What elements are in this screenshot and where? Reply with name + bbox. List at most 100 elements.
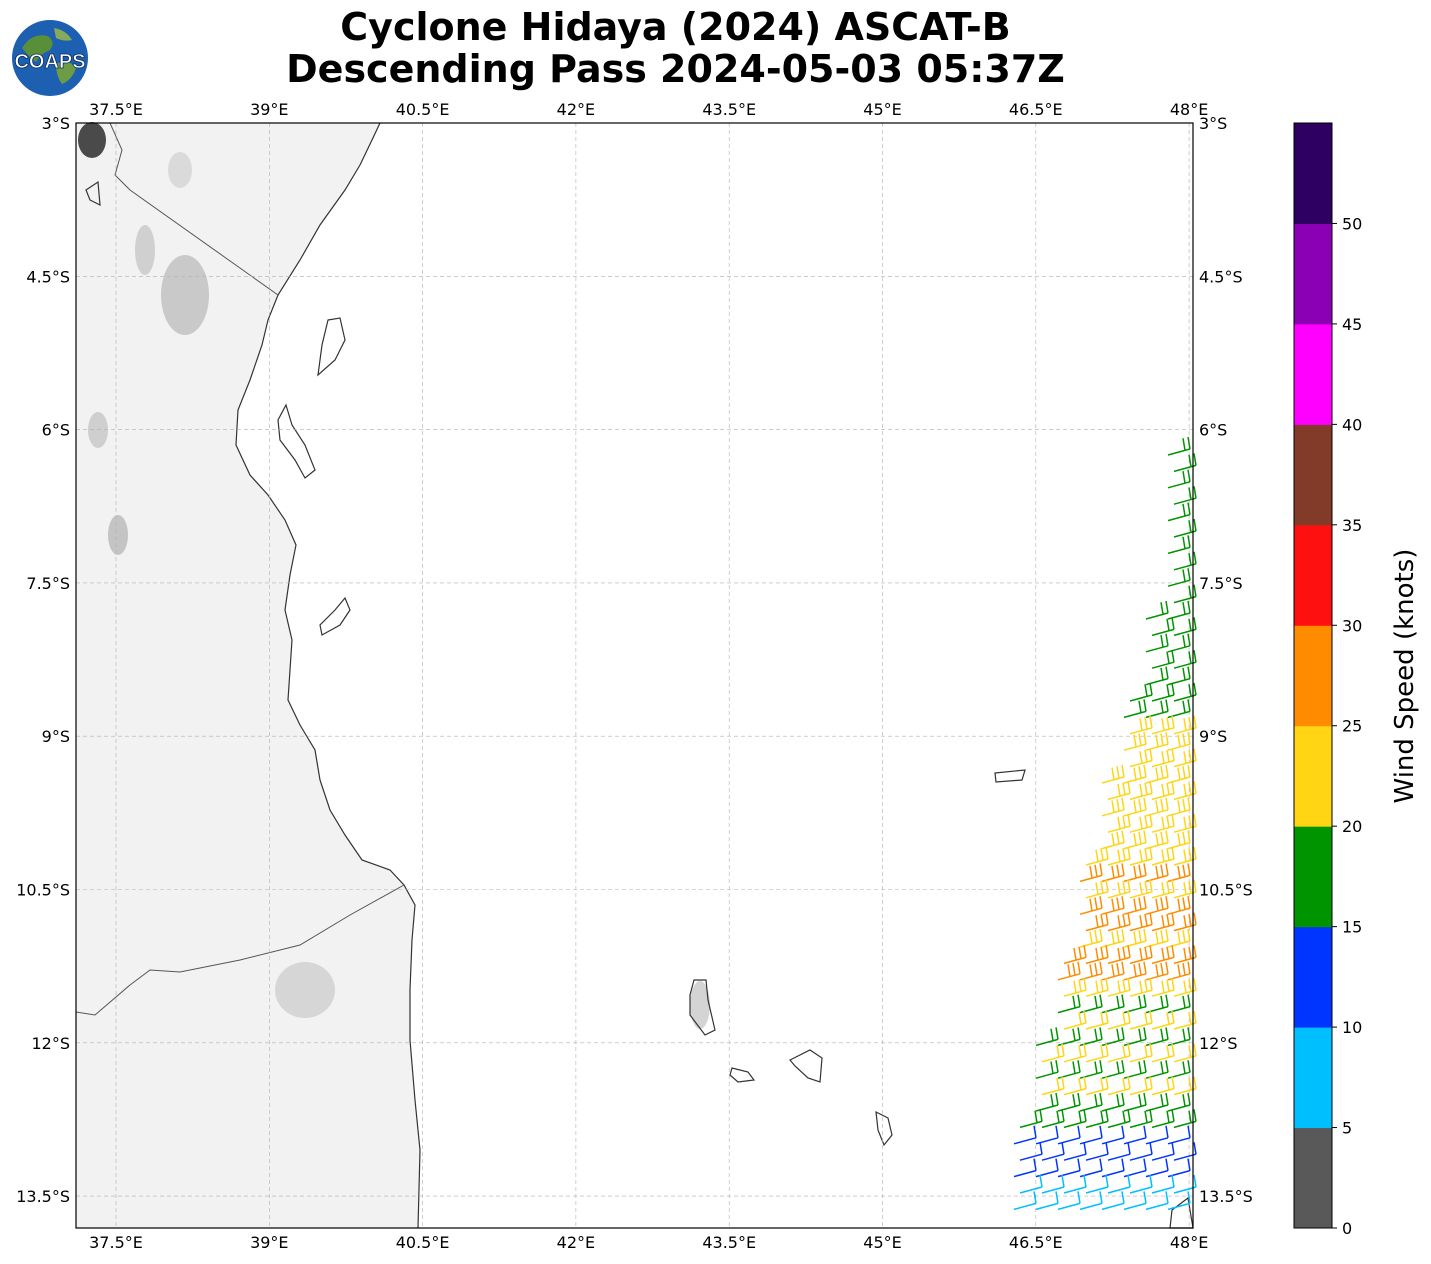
wind-barb [1173,617,1197,637]
lon-tick-label: 37.5°E [89,100,143,119]
wind-barb [1129,1076,1153,1096]
wind-barb [1079,1191,1103,1211]
colorbar-segment [1294,524,1332,626]
colorbar-tick-label: 25 [1342,717,1362,736]
wind-barb [1107,879,1131,899]
wind-barb [1085,1076,1109,1096]
colorbar-segment [1294,926,1332,1028]
wind-barb [1151,781,1175,801]
wind-barb [1173,715,1197,735]
lon-tick-label: 48°E [1170,1233,1208,1252]
zanzibar-island [277,403,316,479]
wind-barb [1129,748,1153,768]
logo-text: COAPS [14,51,85,73]
lon-tick-label: 42°E [557,1233,595,1252]
wind-barb [1173,453,1197,473]
wind-barb [1173,879,1197,899]
wind-barb [1173,1109,1197,1129]
lon-labels-top: 37.5°E 39°E 40.5°E 42°E 43.5°E 45°E 46.5°E 48°E [89,100,1208,119]
moheli [729,1067,756,1083]
wind-barb [1129,912,1153,932]
wind-barb [1123,1191,1147,1211]
wind-barb [1129,1174,1153,1194]
wind-barb [1041,1142,1065,1161]
coastline [85,122,1194,1229]
colorbar-segment [1294,725,1332,827]
colorbar-tick-label: 50 [1342,214,1362,233]
inland-lake [85,180,101,207]
lon-tick-label: 46.5°E [1009,100,1063,119]
wind-barb [1151,1076,1175,1096]
wind-barb [1041,1076,1065,1096]
wind-barb [1013,1158,1037,1178]
wind-barb [1057,1191,1081,1211]
colorbar-tick-label: 20 [1342,817,1362,836]
lon-tick-label: 46.5°E [1009,1233,1063,1252]
lat-tick-label: 12°S [1199,1034,1238,1053]
colorbar-segment [1294,625,1332,727]
colorbar-tick-label: 10 [1342,1018,1362,1037]
wind-barb [1151,748,1175,768]
wind-barb [1129,1142,1153,1161]
wind-barb [1101,797,1125,817]
map-frame [75,122,1194,1229]
wind-barb [1063,1076,1087,1096]
wind-barb [1129,879,1153,899]
wind-barb [1085,846,1109,866]
lon-tick-label: 43.5°E [702,1233,756,1252]
wind-barb [1173,1142,1197,1161]
colorbar-segment [1294,123,1332,224]
lon-tick-label: 45°E [863,100,901,119]
wind-barb [1151,1043,1175,1063]
wind-barb [1151,912,1175,932]
coaps-logo: COAPS [12,20,88,96]
wind-barb [1101,1191,1125,1211]
wind-barb [1013,1191,1037,1211]
wind-barb [1173,650,1197,669]
wind-barb [1151,978,1175,997]
wind-barb [1057,961,1081,981]
lon-tick-label: 42°E [557,100,595,119]
wind-barb [1151,715,1175,735]
wind-barb [1167,469,1191,489]
colorbar-segment [1294,1127,1332,1229]
wind-barb [1107,1043,1131,1063]
wind-barb [1173,781,1197,801]
wind-barb [1173,486,1197,505]
mayotte [875,1110,893,1147]
wind-barb [1129,781,1153,801]
lat-tick-label: 13.5°S [16,1187,70,1206]
colorbar-tick-label: 15 [1342,918,1362,937]
map-area: 37.5°E 39°E 40.5°E 42°E 43.5°E 45°E 46.5°E 48°E… [16,100,1253,1252]
wind-barb [1013,1125,1037,1145]
wind-barb [1167,436,1191,456]
wind-barb [1063,1174,1087,1194]
wind-barb [1085,1010,1109,1030]
wind-barbs [1013,436,1197,1211]
colorbar-tick-label: 0 [1342,1219,1352,1238]
wind-barb [1173,1076,1197,1096]
lat-tick-label: 3°S [1199,114,1227,133]
colorbar-tick-label: 35 [1342,516,1362,535]
wind-barb [1167,1191,1191,1211]
gridlines [76,123,1193,1228]
lon-tick-label: 48°E [1170,100,1208,119]
wind-barb [1151,682,1175,702]
lon-tick-label: 37.5°E [89,1233,143,1252]
lat-tick-label: 7.5°S [26,574,70,593]
lat-tick-label: 10.5°S [1199,881,1253,900]
colorbar-segment [1294,223,1332,325]
wind-barb [1107,912,1131,932]
wind-barb [1063,1142,1087,1161]
aldabra [994,769,1026,783]
wind-barb [1107,781,1131,801]
title-line-1: Cyclone Hidaya (2024) ASCAT-B [340,5,1011,49]
lat-tick-label: 7.5°S [1199,574,1243,593]
wind-barb [1151,1174,1175,1194]
wind-barb [1167,535,1191,555]
wind-barb [1107,1109,1131,1129]
wind-barb [1063,1109,1087,1129]
lat-tick-label: 4.5°S [1199,267,1243,286]
wind-barb [1107,978,1131,997]
wind-barb [1019,1142,1043,1161]
